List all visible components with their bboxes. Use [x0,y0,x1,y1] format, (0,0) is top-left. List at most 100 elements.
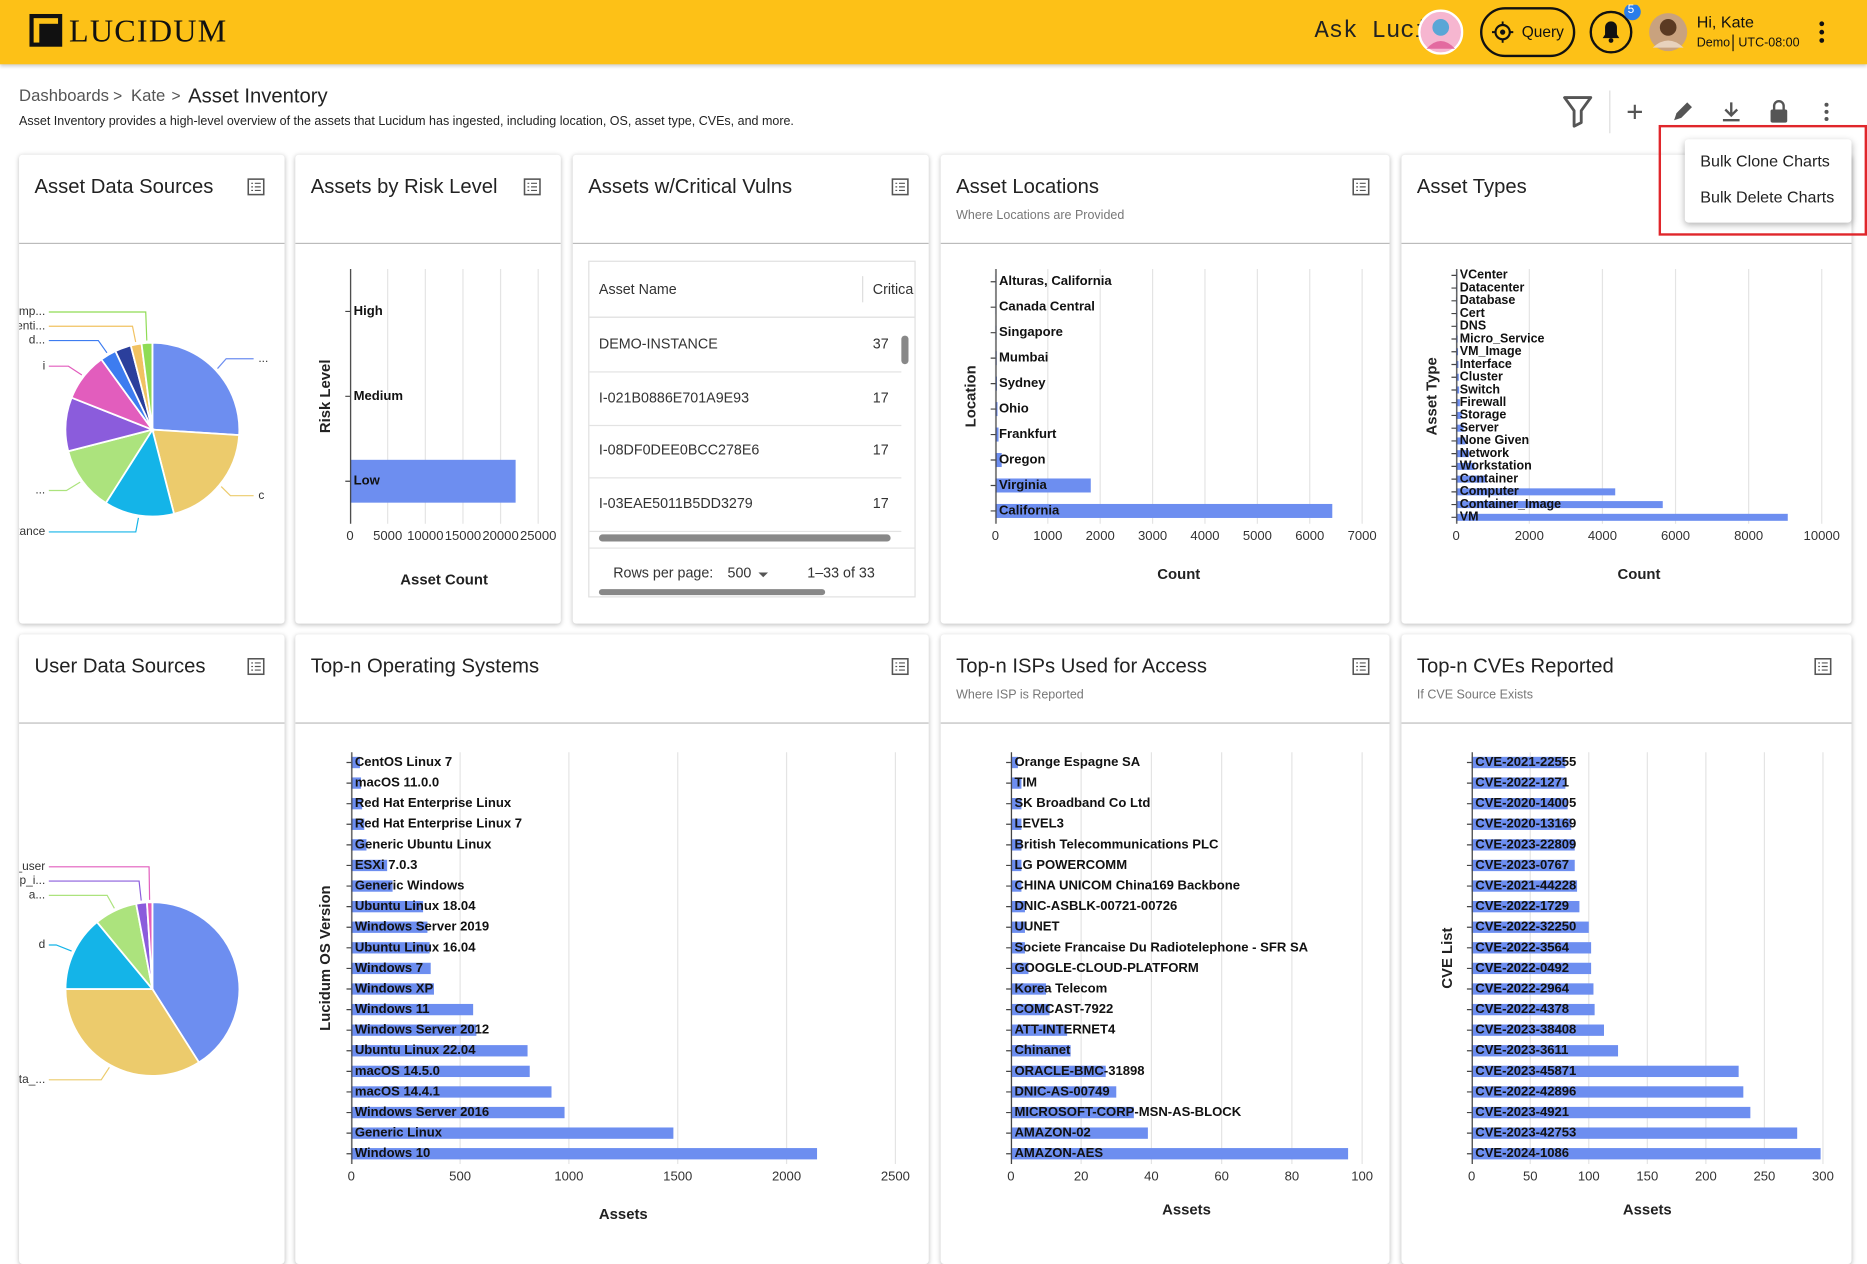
notifications[interactable] [1588,4,1648,57]
breadcrumb-separator: > [113,86,123,105]
query-label[interactable]: Query [1521,22,1564,41]
panel-menu-icon[interactable] [523,177,542,196]
panel: Top-n CVEs Reported If CVE Source Exists 0… [1401,634,1852,1264]
notification-count: 5 [1627,3,1635,17]
greeting[interactable]: Hi, Kate [1696,13,1754,31]
panel: Top-n Operating Systems 0 500 1000 1500 2000 2… [295,634,929,1264]
category-label: Datacenter [1460,280,1525,294]
pie-slice [64,920,155,990]
user-avatar[interactable] [1648,12,1688,52]
edit-button[interactable] [1674,102,1692,121]
menu-item[interactable]: Bulk Clone Charts [1700,152,1830,171]
pie-slice [64,988,201,1077]
panel-title: Assets w/Critical Vulns [588,174,793,198]
slice-label: gcp_i... [19,873,45,887]
panel-menu-icon[interactable] [246,177,265,196]
panel-menu-icon[interactable] [1813,657,1832,676]
bar [1471,818,1572,830]
bar [1471,839,1575,851]
org-divider [1732,34,1734,52]
x-tick-label: 6000 [1295,528,1324,543]
menu-item[interactable]: Bulk Delete Charts [1700,188,1835,206]
bar [1010,1065,1106,1078]
bar [351,1065,530,1078]
chart: ... c oci_instance... i d...senti...sepm_com… [19,304,268,538]
header-more[interactable] [1815,20,1829,44]
bar [1471,1065,1739,1078]
panel-divider [295,242,561,244]
slice-label: sepm_comp... [19,304,45,318]
slice-label: a... [29,888,46,902]
category-label: CVE-2022-2964 [1475,980,1570,995]
add-button[interactable] [1627,104,1642,120]
panel-menu-icon[interactable] [891,177,910,196]
icon-frame [1814,658,1832,676]
panel-menu-icon[interactable] [1351,657,1370,676]
x-tick-label: 10000 [407,528,443,543]
select-caret[interactable] [758,572,768,578]
breadcrumb-link[interactable]: Kate [130,85,166,105]
x-tick-label: 500 [449,1169,471,1184]
filter-button[interactable] [1563,96,1593,128]
luci-avatar[interactable] [1418,9,1464,55]
pie-slice [67,428,155,505]
cell: 17 [872,441,889,459]
column-divider [862,276,864,303]
bar [350,459,516,503]
logo-text[interactable]: LUCIDUM [69,13,228,49]
bar [351,798,363,810]
breadcrumb-separator: > [171,86,181,105]
x-tick-label: 50 [1523,1169,1538,1184]
more-button[interactable] [1824,102,1829,122]
slice-label: i [43,358,46,372]
bar [1456,386,1460,394]
breadcrumb-link[interactable]: Dashboards [19,85,109,105]
panel-menu-icon[interactable] [246,657,265,676]
bar [1456,424,1464,432]
category-label: CVE-2022-1729 [1475,898,1569,913]
category-label: macOS 14.5.0 [355,1063,440,1078]
category-label: VM [1460,510,1479,524]
category-label: Singapore [999,324,1063,339]
bar [1010,962,1029,975]
category-label: UUNET [1014,919,1059,934]
cell: 17 [872,388,889,406]
h-scrollbar[interactable] [598,534,891,542]
panel-menu-icon[interactable] [891,657,910,676]
lock-button[interactable] [1770,100,1788,123]
panel-title: Top-n CVEs Reported [1416,654,1614,678]
bar [1471,942,1592,954]
download-button[interactable] [1722,102,1740,122]
x-tick-label: 2500 [881,1169,910,1184]
category-label: Oregon [999,451,1046,466]
category-label: AMAZON-02 [1014,1125,1090,1140]
panel-menu-icon[interactable] [1351,177,1370,196]
category-label: Windows 10 [355,1145,430,1160]
bar [351,900,424,913]
x-tick-label: 7000 [1348,528,1377,543]
bar [1456,450,1470,458]
cell: I-03EAE5011B5DD3279 [598,494,753,512]
query-button[interactable] [1480,7,1576,58]
slice-label: d [39,937,46,951]
x-tick-label: 5000 [373,528,402,543]
category-label: Firewall [1460,395,1507,409]
x-tick-label: 80 [1285,1169,1300,1184]
panel-divider [295,722,929,724]
bar [351,756,360,769]
panel-title: Assets by Risk Level [310,174,498,198]
category-label: Computer [1460,484,1519,498]
bar [1471,1148,1821,1160]
rows-per-page-select: 500 [727,564,752,581]
category-label: VM_Image [1460,344,1522,358]
bar [351,1024,477,1036]
v-scrollbar[interactable] [901,335,909,365]
category-label: Mumbai [999,350,1048,365]
category-label: Container_Image [1460,497,1561,511]
timezone: UTC-08:00 [1738,35,1800,50]
h-scrollbar[interactable] [598,589,826,596]
category-label: Database [1460,293,1516,307]
category-label: Generic Linux [355,1125,443,1140]
icon-frame [891,658,909,676]
